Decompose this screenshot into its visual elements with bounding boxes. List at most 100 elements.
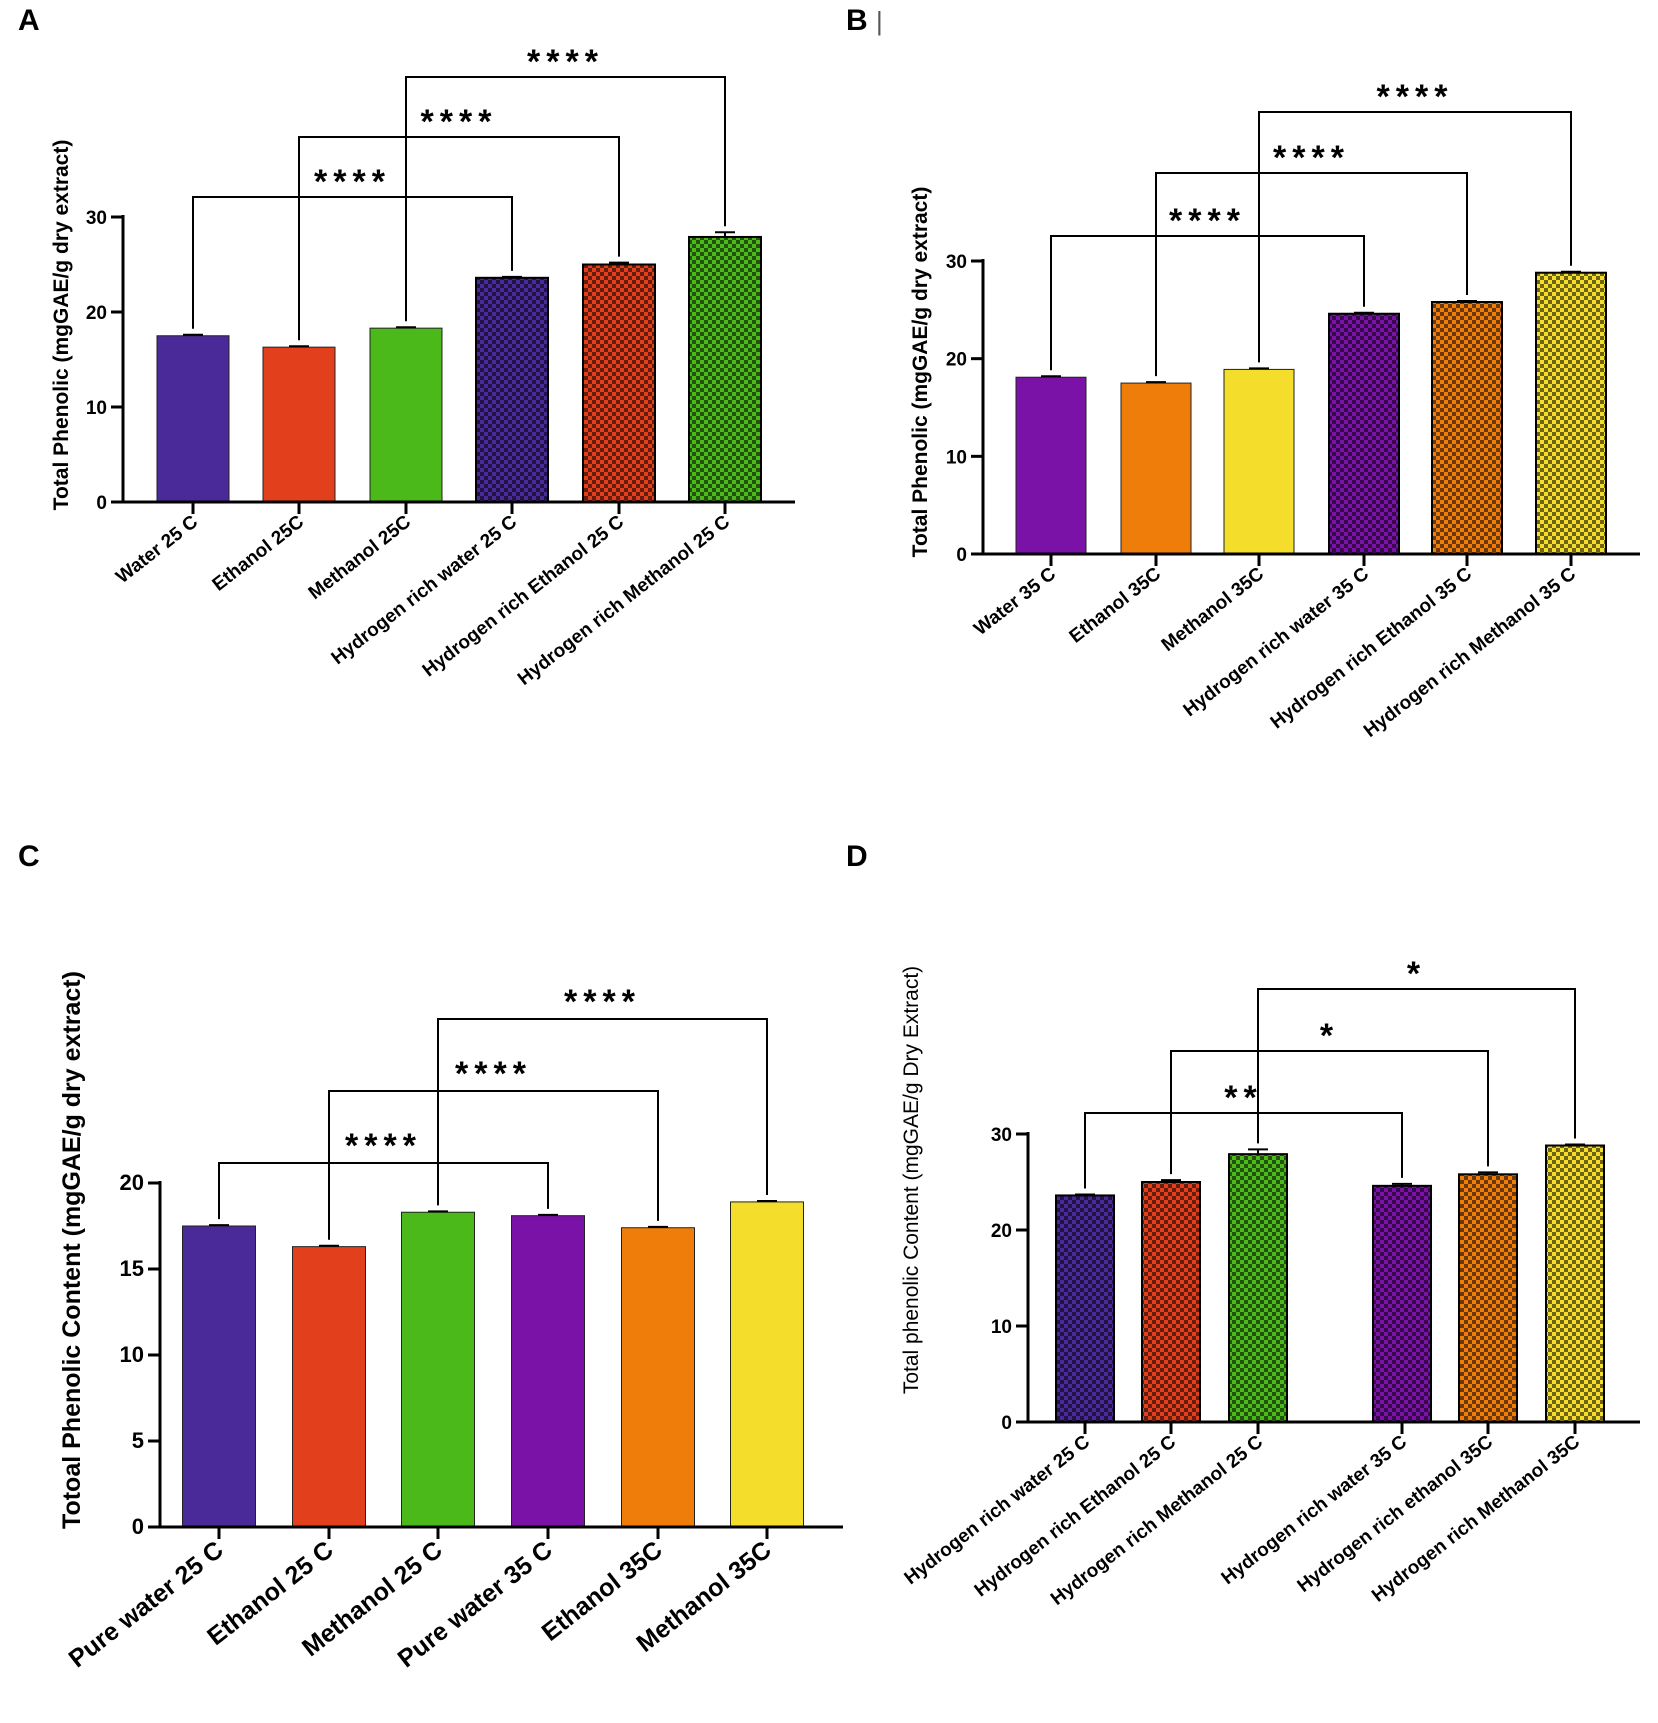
panel-b-category-label: Methanol 35C — [1158, 563, 1268, 656]
panel-d-y-tick-label: 10 — [991, 1317, 1012, 1338]
panel-c-y-tick-label: 0 — [132, 1514, 144, 1539]
panel-c-ylabel: Totoal Phenolic Content (mgGAE/g dry ext… — [58, 971, 86, 1529]
panel-b-bar — [1120, 382, 1192, 555]
panel-b-significance-bracket — [1258, 111, 1572, 363]
panel-b-error-bar — [1354, 311, 1374, 314]
panel-c-bar — [292, 1246, 366, 1528]
panel-b-cursor-mark: | — [876, 6, 883, 36]
panel-c-error-bar — [319, 1244, 339, 1247]
panel-c-significance-bracket — [437, 1018, 768, 1206]
panel-d-y-tick-label: 20 — [991, 1221, 1012, 1242]
panel-d-ylabel: Total phenolic Content (mgGAE/g Dry Extr… — [900, 966, 923, 1394]
panel-c-error-bar — [757, 1200, 777, 1203]
panel-a-ylabel: Total Phenolic (mgGAE/g dry extract) — [50, 140, 73, 511]
panel-b-significance-label: **** — [1169, 202, 1246, 240]
panel-d-bar-pattern — [1458, 1173, 1518, 1423]
panel-a-significance-bracket — [192, 196, 513, 329]
panel-c-bar — [401, 1211, 475, 1528]
panel-b-significance-label: **** — [1377, 78, 1454, 116]
panel-b-letter: B — [846, 4, 868, 37]
panel-c-significance-label: **** — [564, 983, 641, 1021]
panel-b-category-label: Ethanol 35C — [1066, 563, 1166, 647]
panel-c-error-bar — [428, 1210, 448, 1213]
panel-b-bar-pattern — [1535, 271, 1607, 555]
panel-c-significance-bracket — [328, 1090, 659, 1240]
panel-a-bar-pattern — [582, 263, 656, 503]
panel-d-significance-label: ** — [1224, 1079, 1262, 1117]
panel-d-bar-pattern — [1228, 1153, 1288, 1424]
panel-c-error-bar — [648, 1225, 668, 1228]
panel-a-category-label: Hydrogen rich Methanol 25 C — [514, 511, 734, 690]
panel-d-significance-label: * — [1320, 1017, 1339, 1055]
panel-b-error-bar — [1561, 270, 1581, 273]
panel-d-error-bar — [1161, 1179, 1181, 1182]
panel-b-y-tick-label: 30 — [946, 252, 967, 273]
panel-c-letter: C — [18, 840, 40, 873]
panel-c-bar — [730, 1201, 804, 1528]
panel-b-category-label: Hydrogen rich water 35 C — [1180, 563, 1374, 721]
panel-b-category-label: Hydrogen rich Methanol 35 C — [1360, 563, 1580, 742]
panel-d-error-bar — [1478, 1171, 1498, 1175]
panel-a-category-label: Ethanol 25C — [209, 511, 309, 595]
panel-a-bar-pattern — [475, 276, 549, 503]
panel-c-category-label: Pure water 25 C — [64, 1536, 229, 1674]
panel-a-category-label: Water 25 C — [112, 511, 202, 588]
panel-a-category-label: Hydrogen rich Ethanol 25 C — [419, 511, 628, 681]
panel-b-error-bar — [1249, 367, 1269, 370]
panel-b-error-bar — [1457, 300, 1477, 303]
panel-c-error-bar — [538, 1213, 558, 1216]
panel-c-significance-label: **** — [455, 1055, 532, 1093]
panel-c-bar — [621, 1227, 695, 1528]
panel-b-error-bar — [1041, 375, 1061, 378]
panel-a-significance-label: **** — [527, 43, 604, 81]
panel-a-bar — [262, 346, 336, 503]
panel-a-category-label: Methanol 25C — [305, 511, 415, 604]
panel-a-error-bar — [183, 333, 203, 336]
panel-a-error-bar — [502, 275, 522, 278]
panel-d-error-bar — [1075, 1193, 1095, 1196]
panel-a-error-bar — [609, 261, 629, 265]
panel-d-error-bar — [1248, 1148, 1268, 1155]
panel-a-error-bar — [396, 326, 416, 329]
panel-a-y-tick-label: 20 — [86, 303, 107, 324]
panel-d-letter: D — [846, 840, 868, 873]
panel-d-error-bar — [1392, 1182, 1412, 1186]
panel-a-y-tick-label: 0 — [96, 493, 107, 514]
panel-d-bar-pattern — [1141, 1181, 1201, 1423]
panel-d-bar-pattern — [1372, 1184, 1432, 1423]
panel-b-significance-bracket — [1155, 172, 1468, 377]
panel-a-bar — [156, 335, 230, 503]
panel-a-y-tick-label: 30 — [86, 208, 107, 229]
panel-c-significance-bracket — [218, 1162, 549, 1220]
panel-b-ylabel: Total Phenolic (mgGAE/g dry extract) — [909, 187, 932, 558]
panel-a-bar-pattern — [688, 235, 762, 503]
panel-c-y-tick-label: 10 — [120, 1342, 144, 1367]
panel-a-significance-label: **** — [421, 103, 498, 141]
panel-d-y-tick-label: 0 — [1001, 1413, 1012, 1434]
panel-c-y-tick-label: 5 — [132, 1428, 144, 1453]
panel-d-bar-pattern — [1055, 1194, 1115, 1423]
panel-c-bar — [511, 1215, 585, 1528]
panel-a-significance-bracket — [405, 76, 726, 322]
panel-a-significance-bracket — [298, 136, 620, 341]
panel-b-bar-pattern — [1328, 312, 1400, 555]
panel-d-significance-bracket — [1257, 988, 1576, 1144]
panel-b-significance-bracket — [1050, 235, 1365, 371]
panel-b-bar — [1015, 376, 1087, 555]
panel-b-y-tick-label: 10 — [946, 447, 967, 468]
panel-b-error-bar — [1146, 381, 1166, 384]
panel-d-significance-label: * — [1407, 955, 1426, 993]
panel-d-error-bar — [1565, 1143, 1585, 1146]
panel-b-category-label: Water 35 C — [970, 563, 1060, 640]
panel-a-significance-label: **** — [314, 163, 391, 201]
panel-b-y-tick-label: 0 — [956, 545, 967, 566]
panel-a-category-label: Hydrogen rich water 25 C — [328, 511, 522, 669]
panel-d-bar-pattern — [1545, 1144, 1605, 1424]
panel-a-letter: A — [18, 4, 40, 37]
panel-c-y-tick-label: 15 — [120, 1256, 144, 1281]
